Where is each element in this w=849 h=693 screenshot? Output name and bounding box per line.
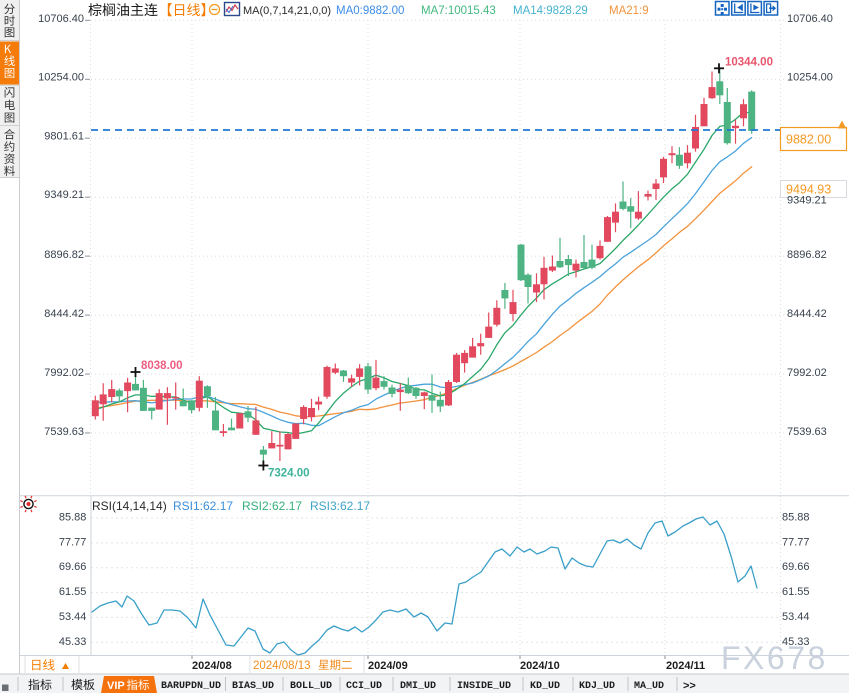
svg-text:MA21:9: MA21:9 bbox=[609, 5, 649, 17]
svg-text:BIAS_UD: BIAS_UD bbox=[232, 681, 274, 692]
svg-text:2024/08: 2024/08 bbox=[192, 660, 232, 672]
svg-text:>>: >> bbox=[683, 680, 696, 692]
svg-text:61.55: 61.55 bbox=[59, 586, 87, 598]
svg-text:10344.00: 10344.00 bbox=[725, 57, 773, 69]
svg-text:MA0:9882.00: MA0:9882.00 bbox=[336, 5, 404, 17]
svg-text:2024/11: 2024/11 bbox=[666, 660, 705, 672]
svg-text:7324.00: 7324.00 bbox=[268, 468, 310, 480]
svg-text:2024/09: 2024/09 bbox=[368, 660, 408, 672]
svg-text:8896.82: 8896.82 bbox=[787, 249, 827, 261]
svg-text:2024/08/13: 2024/08/13 bbox=[253, 660, 311, 672]
svg-text:8896.82: 8896.82 bbox=[44, 249, 84, 261]
svg-text:10254.00: 10254.00 bbox=[38, 72, 84, 84]
svg-text:7539.63: 7539.63 bbox=[787, 426, 827, 438]
svg-text:DMI_UD: DMI_UD bbox=[400, 681, 436, 692]
svg-text:BARUPDN_UD: BARUPDN_UD bbox=[161, 681, 221, 692]
svg-text:10254.00: 10254.00 bbox=[787, 72, 833, 84]
svg-text:77.77: 77.77 bbox=[782, 536, 810, 548]
svg-text:INSIDE_UD: INSIDE_UD bbox=[457, 681, 511, 692]
svg-text:7992.02: 7992.02 bbox=[44, 367, 84, 379]
svg-text:45.33: 45.33 bbox=[782, 636, 810, 648]
svg-text:69.66: 69.66 bbox=[59, 561, 87, 573]
svg-text:53.44: 53.44 bbox=[782, 611, 810, 623]
svg-text:KDJ_UD: KDJ_UD bbox=[579, 681, 615, 692]
svg-text:MA7:10015.43: MA7:10015.43 bbox=[421, 5, 496, 17]
svg-text:77.77: 77.77 bbox=[59, 536, 87, 548]
svg-text:85.88: 85.88 bbox=[59, 512, 87, 524]
svg-text:MA14:9828.29: MA14:9828.29 bbox=[513, 5, 588, 17]
svg-text:RSI3:62.17: RSI3:62.17 bbox=[310, 499, 370, 513]
svg-text:61.55: 61.55 bbox=[782, 586, 810, 598]
svg-text:45.33: 45.33 bbox=[59, 636, 87, 648]
svg-text:85.88: 85.88 bbox=[782, 512, 810, 524]
svg-text:CCI_UD: CCI_UD bbox=[346, 681, 382, 692]
svg-text:8444.42: 8444.42 bbox=[44, 308, 84, 320]
svg-text:RSI1:62.17: RSI1:62.17 bbox=[173, 499, 233, 513]
svg-text:69.66: 69.66 bbox=[782, 561, 810, 573]
svg-text:RSI2:62.17: RSI2:62.17 bbox=[242, 499, 302, 513]
svg-text:MA_UD: MA_UD bbox=[634, 681, 664, 692]
svg-text:8038.00: 8038.00 bbox=[141, 360, 183, 372]
svg-text:KD_UD: KD_UD bbox=[530, 681, 560, 692]
svg-text:RSI(14,14,14): RSI(14,14,14) bbox=[92, 499, 167, 513]
svg-text:9349.21: 9349.21 bbox=[44, 189, 84, 201]
svg-text:FX678: FX678 bbox=[721, 640, 828, 676]
svg-text:9494.93: 9494.93 bbox=[786, 183, 831, 197]
svg-text:7992.02: 7992.02 bbox=[787, 367, 827, 379]
svg-text:10706.40: 10706.40 bbox=[38, 13, 84, 25]
svg-text:MA(0,7,14,21,0,0): MA(0,7,14,21,0,0) bbox=[243, 5, 331, 17]
svg-text:2024/10: 2024/10 bbox=[520, 660, 560, 672]
svg-text:7539.63: 7539.63 bbox=[44, 426, 84, 438]
svg-text:9882.00: 9882.00 bbox=[786, 133, 831, 147]
svg-text:10706.40: 10706.40 bbox=[787, 13, 833, 25]
svg-text:9801.61: 9801.61 bbox=[44, 131, 84, 143]
svg-text:9349.21: 9349.21 bbox=[787, 195, 827, 207]
svg-text:VIP: VIP bbox=[107, 680, 125, 692]
svg-text:BOLL_UD: BOLL_UD bbox=[290, 681, 332, 692]
svg-text:53.44: 53.44 bbox=[59, 611, 87, 623]
svg-text:8444.42: 8444.42 bbox=[787, 308, 827, 320]
